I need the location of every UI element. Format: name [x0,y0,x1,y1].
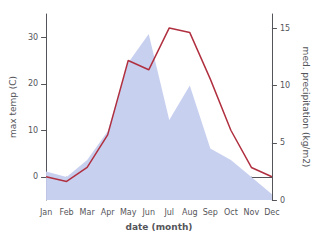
svg-text:30: 30 [28,33,38,42]
svg-text:May: May [120,208,137,217]
svg-text:Jun: Jun [141,208,155,217]
svg-text:Mar: Mar [80,208,96,217]
svg-text:max temp (C): max temp (C) [8,76,18,138]
svg-text:Nov: Nov [244,208,260,217]
svg-text:15: 15 [280,24,290,33]
svg-text:Jul: Jul [163,208,174,217]
svg-text:Feb: Feb [60,208,74,217]
svg-text:10: 10 [280,81,290,90]
svg-text:Sep: Sep [203,208,218,217]
svg-text:med. precipitation (kg/m2): med. precipitation (kg/m2) [301,47,311,168]
svg-text:0: 0 [33,172,38,181]
svg-text:10: 10 [28,126,38,135]
svg-text:Jan: Jan [39,208,52,217]
svg-text:date (month): date (month) [126,222,193,232]
svg-text:Apr: Apr [101,208,116,217]
svg-text:20: 20 [28,79,38,88]
svg-text:0: 0 [280,196,285,205]
svg-text:Aug: Aug [182,208,198,217]
svg-text:Oct: Oct [224,208,238,217]
svg-text:5: 5 [280,138,285,147]
svg-text:Dec: Dec [264,208,279,217]
